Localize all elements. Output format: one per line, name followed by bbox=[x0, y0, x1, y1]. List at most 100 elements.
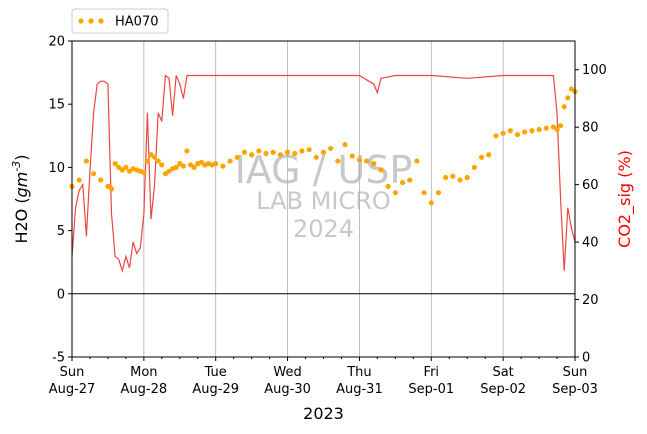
h2o-series bbox=[69, 86, 578, 206]
h2o-point-75 bbox=[500, 130, 506, 136]
h2o-point-51 bbox=[328, 145, 334, 152]
x-tick-label-bottom-2: Aug-29 bbox=[192, 382, 239, 397]
h2o-point-41 bbox=[256, 148, 262, 154]
h2o-point-54 bbox=[349, 153, 355, 159]
h2o-point-79 bbox=[529, 128, 535, 134]
x-tick-label-bottom-0: Aug-27 bbox=[49, 382, 96, 397]
x-tick-label-top-4: Thu bbox=[346, 365, 371, 380]
co2-line-path bbox=[71, 74, 576, 274]
h2o-point-56 bbox=[364, 158, 370, 164]
h2o-point-10 bbox=[123, 164, 129, 170]
legend-dot-1 bbox=[88, 18, 94, 24]
h2o-point-78 bbox=[522, 129, 528, 135]
co2-series bbox=[71, 74, 576, 274]
h2o-point-62 bbox=[407, 177, 413, 183]
h2o-point-7 bbox=[112, 161, 118, 167]
right-tick-label-4: 80 bbox=[582, 121, 599, 136]
h2o-point-58 bbox=[378, 167, 384, 173]
grid bbox=[143, 41, 504, 357]
h2o-point-83 bbox=[554, 126, 560, 133]
h2o-point-27 bbox=[184, 148, 190, 154]
left-tick-label-3: 10 bbox=[48, 161, 65, 176]
h2o-point-16 bbox=[144, 158, 151, 164]
h2o-point-25 bbox=[177, 161, 183, 167]
left-tick-label-0: -5 bbox=[52, 351, 65, 366]
h2o-point-20 bbox=[159, 162, 165, 168]
h2o-point-19 bbox=[155, 158, 161, 164]
h2o-point-82 bbox=[550, 124, 557, 130]
y-axis-right-title: CO2_sig (%) bbox=[615, 150, 635, 248]
h2o-point-65 bbox=[428, 200, 434, 206]
h2o-point-59 bbox=[385, 183, 391, 189]
right-axis: 0 20 40 60 80 100 bbox=[575, 63, 607, 366]
legend-dot-0 bbox=[78, 18, 84, 24]
h2o-point-46 bbox=[292, 150, 298, 157]
h2o-point-80 bbox=[536, 126, 542, 133]
right-tick-label-0: 0 bbox=[582, 351, 590, 366]
h2o-point-72 bbox=[478, 154, 485, 160]
x-axis: Sun Aug-27 Mon Aug-28 Tue Aug-29 Wed Aug-30 Thu A… bbox=[49, 357, 598, 397]
h2o-point-40 bbox=[249, 152, 255, 158]
h2o-point-77 bbox=[514, 131, 521, 138]
h2o-point-69 bbox=[457, 177, 463, 183]
x-tick-label-bottom-4: Aug-31 bbox=[336, 382, 383, 397]
left-tick-label-1: 0 bbox=[57, 287, 65, 302]
h2o-point-87 bbox=[568, 86, 575, 92]
h2o-point-15 bbox=[141, 169, 147, 176]
x-tick-label-bottom-1: Aug-28 bbox=[121, 382, 168, 397]
left-tick-label-2: 5 bbox=[57, 224, 65, 239]
h2o-point-76 bbox=[507, 128, 513, 134]
h2o-point-57 bbox=[371, 161, 377, 167]
h2o-point-64 bbox=[421, 190, 427, 196]
h2o-point-84 bbox=[558, 123, 564, 129]
h2o-point-74 bbox=[493, 133, 499, 139]
h2o-point-55 bbox=[356, 157, 363, 163]
right-tick-label-1: 20 bbox=[582, 293, 599, 308]
x-tick-label-top-2: Tue bbox=[204, 365, 227, 380]
h2o-point-53 bbox=[342, 142, 348, 148]
h2o-point-36 bbox=[220, 163, 226, 169]
h2o-point-73 bbox=[486, 152, 492, 158]
h2o-point-2 bbox=[83, 158, 89, 164]
h2o-point-61 bbox=[399, 179, 406, 186]
h2o-point-44 bbox=[277, 152, 283, 158]
h2o-point-47 bbox=[299, 148, 305, 154]
x-tick-label-top-0: Sun bbox=[60, 365, 85, 380]
h2o-point-81 bbox=[543, 125, 549, 131]
h2o-point-3 bbox=[90, 171, 97, 177]
legend-label: HA070 bbox=[115, 15, 158, 30]
h2o-point-39 bbox=[241, 149, 248, 155]
h2o-point-38 bbox=[234, 154, 240, 160]
h2o-point-85 bbox=[561, 104, 567, 110]
h2o-point-1 bbox=[76, 177, 82, 183]
watermark-line-2: LAB MICRO bbox=[256, 187, 391, 215]
x-tick-label-bottom-6: Sep-02 bbox=[480, 382, 526, 397]
left-tick-label-5: 20 bbox=[48, 35, 65, 50]
h2o-point-66 bbox=[435, 190, 442, 196]
x-axis-title: 2023 bbox=[303, 404, 344, 423]
x-tick-label-top-5: Fri bbox=[424, 365, 440, 380]
h2o-point-28 bbox=[187, 162, 194, 168]
h2o-point-50 bbox=[320, 149, 327, 155]
x-tick-label-top-1: Mon bbox=[130, 365, 157, 380]
legend-dot-2 bbox=[98, 18, 104, 24]
left-tick-label-4: 15 bbox=[48, 98, 65, 113]
x-tick-label-bottom-5: Sep-01 bbox=[408, 382, 454, 397]
h2o-point-29 bbox=[191, 164, 197, 170]
h2o-point-70 bbox=[464, 174, 470, 181]
h2o-point-11 bbox=[126, 168, 133, 174]
h2o-point-49 bbox=[313, 154, 319, 160]
h2o-point-24 bbox=[173, 164, 179, 170]
h2o-point-42 bbox=[263, 150, 269, 157]
legend-box bbox=[71, 8, 169, 34]
h2o-point-22 bbox=[166, 168, 172, 174]
h2o-point-5 bbox=[105, 183, 111, 189]
h2o-point-21 bbox=[162, 171, 169, 177]
h2o-point-35 bbox=[213, 161, 219, 167]
x-tick-label-bottom-3: Aug-30 bbox=[264, 382, 311, 397]
h2o-point-4 bbox=[98, 177, 104, 183]
h2o-point-6 bbox=[108, 186, 115, 192]
right-tick-label-2: 40 bbox=[582, 236, 599, 251]
x-tick-label-top-7: Sun bbox=[563, 365, 588, 380]
h2o-point-18 bbox=[152, 154, 158, 160]
